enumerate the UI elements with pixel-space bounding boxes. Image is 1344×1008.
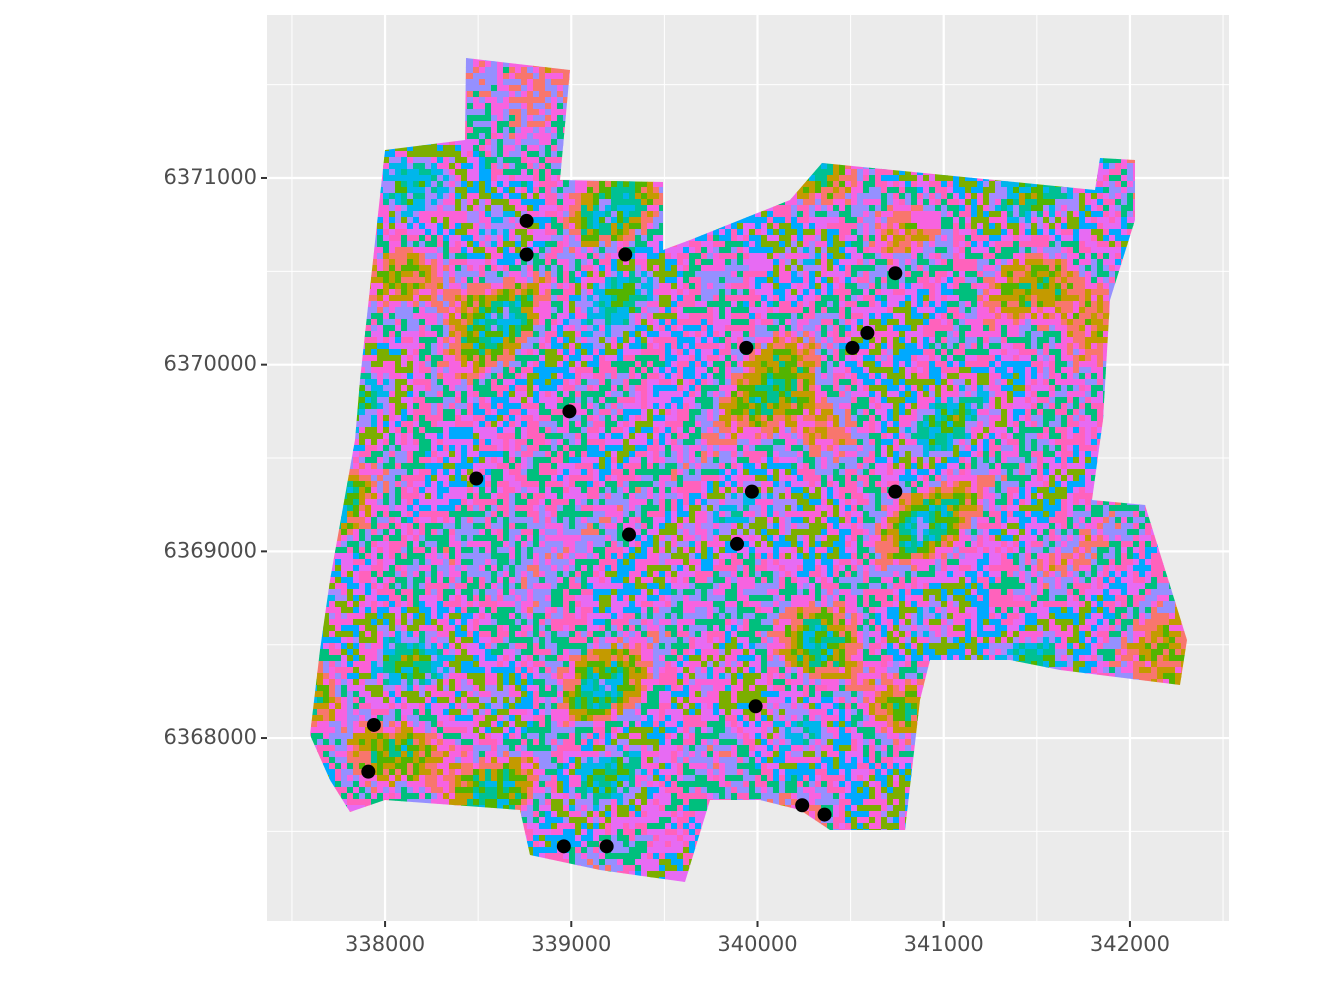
x-tick-label: 339000 bbox=[531, 932, 611, 956]
y-tick-label: 6368000 bbox=[163, 725, 257, 749]
points bbox=[361, 213, 903, 854]
point bbox=[739, 340, 754, 355]
point bbox=[622, 527, 637, 542]
point bbox=[730, 536, 745, 551]
x-tick-label: 340000 bbox=[717, 932, 797, 956]
point bbox=[599, 839, 614, 854]
point bbox=[361, 764, 376, 779]
point bbox=[795, 798, 810, 813]
point bbox=[366, 717, 381, 732]
y-tick-label: 6369000 bbox=[163, 538, 257, 562]
point bbox=[556, 839, 571, 854]
point bbox=[748, 699, 763, 714]
point bbox=[744, 484, 759, 499]
point bbox=[519, 247, 534, 262]
y-tick-label: 6371000 bbox=[163, 165, 257, 189]
point bbox=[562, 404, 577, 419]
point bbox=[817, 807, 832, 822]
point bbox=[469, 471, 484, 486]
point bbox=[888, 266, 903, 281]
point bbox=[888, 484, 903, 499]
point bbox=[618, 247, 633, 262]
point bbox=[519, 213, 534, 228]
x-tick-label: 338000 bbox=[345, 932, 425, 956]
x-tick-label: 341000 bbox=[904, 932, 984, 956]
x-tick-label: 342000 bbox=[1090, 932, 1170, 956]
y-tick-label: 6370000 bbox=[163, 352, 257, 376]
point bbox=[860, 325, 875, 340]
point bbox=[845, 340, 860, 355]
